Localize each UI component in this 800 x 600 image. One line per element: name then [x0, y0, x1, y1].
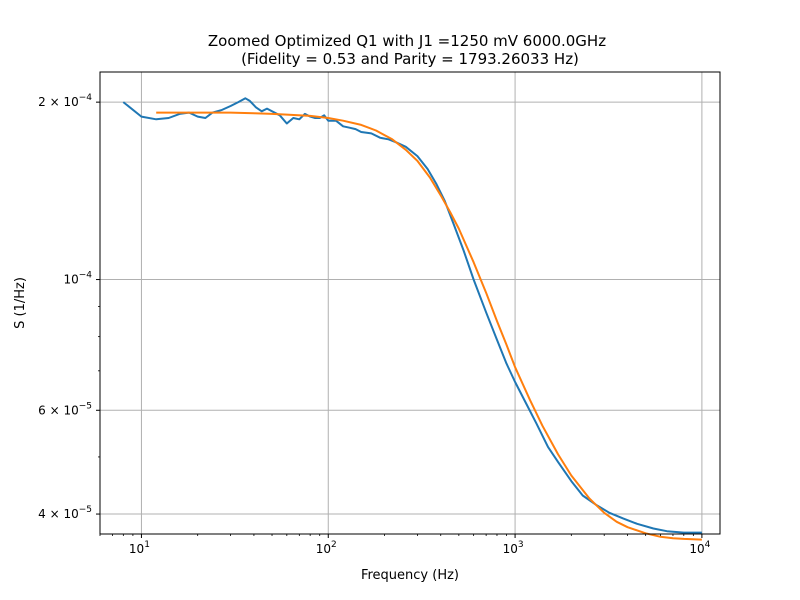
chart-title-line1: Zoomed Optimized Q1 with J1 =1250 mV 600… — [208, 32, 606, 50]
x-tick-label: 103 — [503, 540, 524, 556]
y-tick-label: 2 × 10−4 — [38, 93, 92, 109]
x-axis-label: Frequency (Hz) — [361, 568, 459, 583]
y-tick-label: 4 × 10−5 — [38, 505, 92, 521]
series-line-data — [122, 97, 702, 534]
y-tick-label: 10−4 — [63, 271, 92, 287]
chart-title-line2: (Fidelity = 0.53 and Parity = 1793.26033… — [241, 50, 579, 68]
x-tick-label: 102 — [316, 540, 337, 556]
axes-frame — [99, 71, 721, 535]
axis-ticks: 101 102 103 104 4 × 10−5 6 × 10−5 10−4 2 × 10−4 — [38, 93, 711, 556]
y-tick-label: 6 × 10−5 — [38, 401, 92, 417]
grid-lines — [100, 72, 720, 534]
x-tick-label: 104 — [689, 540, 710, 556]
x-tick-label: 101 — [129, 540, 150, 556]
series-lines — [122, 97, 702, 541]
y-axis-label: S (1/Hz) — [13, 277, 28, 329]
series-line-fit — [156, 111, 702, 541]
